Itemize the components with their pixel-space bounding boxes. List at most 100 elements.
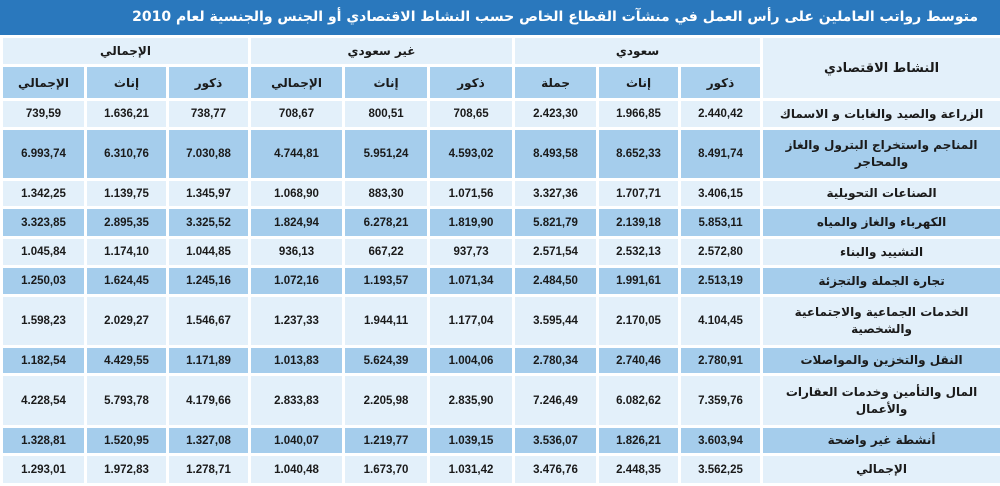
activity-cell: أنشطة غير واضحة <box>762 427 1000 455</box>
value-cell: 2.205,98 <box>344 375 429 427</box>
value-cell: 1.013,83 <box>250 347 344 375</box>
value-cell: 2.532,13 <box>598 238 680 267</box>
value-cell: 1.177,04 <box>429 296 514 347</box>
value-cell: 2.895,35 <box>86 208 168 238</box>
value-cell: 1.345,97 <box>168 180 250 208</box>
saudi-female-header: إناث <box>598 66 680 100</box>
value-cell: 1.966,85 <box>598 100 680 129</box>
value-cell: 800,51 <box>344 100 429 129</box>
value-cell: 1.219,77 <box>344 427 429 455</box>
value-cell: 1.004,06 <box>429 347 514 375</box>
value-cell: 2.440,42 <box>680 100 762 129</box>
value-cell: 2.833,83 <box>250 375 344 427</box>
value-cell: 1.991,61 <box>598 267 680 296</box>
value-cell: 1.342,25 <box>2 180 86 208</box>
value-cell: 1.071,34 <box>429 267 514 296</box>
value-cell: 1.045,84 <box>2 238 86 267</box>
value-cell: 1.044,85 <box>168 238 250 267</box>
value-cell: 2.835,90 <box>429 375 514 427</box>
value-cell: 1.327,08 <box>168 427 250 455</box>
value-cell: 4.228,54 <box>2 375 86 427</box>
value-cell: 3.562,25 <box>680 455 762 485</box>
value-cell: 2.513,19 <box>680 267 762 296</box>
value-cell: 1.174,10 <box>86 238 168 267</box>
activity-header: النشاط الاقتصادي <box>762 37 1000 100</box>
table-row: المناجم واستخراج البترول والغاز والمحاجر… <box>2 129 1000 180</box>
value-cell: 8.491,74 <box>680 129 762 180</box>
value-cell: 1.245,16 <box>168 267 250 296</box>
activity-cell: الزراعة والصيد والغابات و الاسماك <box>762 100 1000 129</box>
value-cell: 936,13 <box>250 238 344 267</box>
value-cell: 2.572,80 <box>680 238 762 267</box>
value-cell: 1.636,21 <box>86 100 168 129</box>
value-cell: 667,22 <box>344 238 429 267</box>
value-cell: 2.029,27 <box>86 296 168 347</box>
value-cell: 5.624,39 <box>344 347 429 375</box>
value-cell: 5.853,11 <box>680 208 762 238</box>
value-cell: 1.068,90 <box>250 180 344 208</box>
total-male-header: ذكور <box>168 66 250 100</box>
value-cell: 2.780,34 <box>514 347 598 375</box>
value-cell: 4.744,81 <box>250 129 344 180</box>
value-cell: 2.571,54 <box>514 238 598 267</box>
value-cell: 4.104,45 <box>680 296 762 347</box>
value-cell: 708,65 <box>429 100 514 129</box>
activity-cell: المناجم واستخراج البترول والغاز والمحاجر <box>762 129 1000 180</box>
value-cell: 1.040,48 <box>250 455 344 485</box>
value-cell: 3.327,36 <box>514 180 598 208</box>
table-title: متوسط رواتب العاملين على رأس العمل في من… <box>0 0 1000 35</box>
activity-cell: تجارة الجملة والتجزئة <box>762 267 1000 296</box>
value-cell: 6.310,76 <box>86 129 168 180</box>
value-cell: 2.139,18 <box>598 208 680 238</box>
value-cell: 883,30 <box>344 180 429 208</box>
value-cell: 1.193,57 <box>344 267 429 296</box>
value-cell: 2.448,35 <box>598 455 680 485</box>
value-cell: 1.624,45 <box>86 267 168 296</box>
activity-cell: الإجمالي <box>762 455 1000 485</box>
value-cell: 7.359,76 <box>680 375 762 427</box>
activity-cell: الخدمات الجماعية والاجتماعية والشخصية <box>762 296 1000 347</box>
group-saudi: سعودي <box>514 37 762 66</box>
saudi-total-header: جملة <box>514 66 598 100</box>
value-cell: 1.598,23 <box>2 296 86 347</box>
value-cell: 1.071,56 <box>429 180 514 208</box>
value-cell: 2.740,46 <box>598 347 680 375</box>
value-cell: 2.780,91 <box>680 347 762 375</box>
value-cell: 708,67 <box>250 100 344 129</box>
activity-cell: التشييد والبناء <box>762 238 1000 267</box>
value-cell: 7.246,49 <box>514 375 598 427</box>
value-cell: 1.546,67 <box>168 296 250 347</box>
value-cell: 1.139,75 <box>86 180 168 208</box>
salary-table: النشاط الاقتصادي سعودي غير سعودي الإجمال… <box>0 35 1000 486</box>
value-cell: 5.951,24 <box>344 129 429 180</box>
value-cell: 1.819,90 <box>429 208 514 238</box>
value-cell: 3.323,85 <box>2 208 86 238</box>
value-cell: 738,77 <box>168 100 250 129</box>
value-cell: 5.821,79 <box>514 208 598 238</box>
group-total: الإجمالي <box>2 37 250 66</box>
activity-cell: النقل والتخزين والمواصلات <box>762 347 1000 375</box>
value-cell: 5.793,78 <box>86 375 168 427</box>
value-cell: 2.484,50 <box>514 267 598 296</box>
value-cell: 1.707,71 <box>598 180 680 208</box>
value-cell: 1.972,83 <box>86 455 168 485</box>
value-cell: 3.406,15 <box>680 180 762 208</box>
value-cell: 1.040,07 <box>250 427 344 455</box>
value-cell: 1.673,70 <box>344 455 429 485</box>
value-cell: 937,73 <box>429 238 514 267</box>
value-cell: 3.325,52 <box>168 208 250 238</box>
non-saudi-male-header: ذكور <box>429 66 514 100</box>
value-cell: 3.536,07 <box>514 427 598 455</box>
value-cell: 1.826,21 <box>598 427 680 455</box>
value-cell: 7.030,88 <box>168 129 250 180</box>
value-cell: 4.429,55 <box>86 347 168 375</box>
activity-cell: المال والتأمين وخدمات العقارات والأعمال <box>762 375 1000 427</box>
value-cell: 1.072,16 <box>250 267 344 296</box>
value-cell: 1.293,01 <box>2 455 86 485</box>
